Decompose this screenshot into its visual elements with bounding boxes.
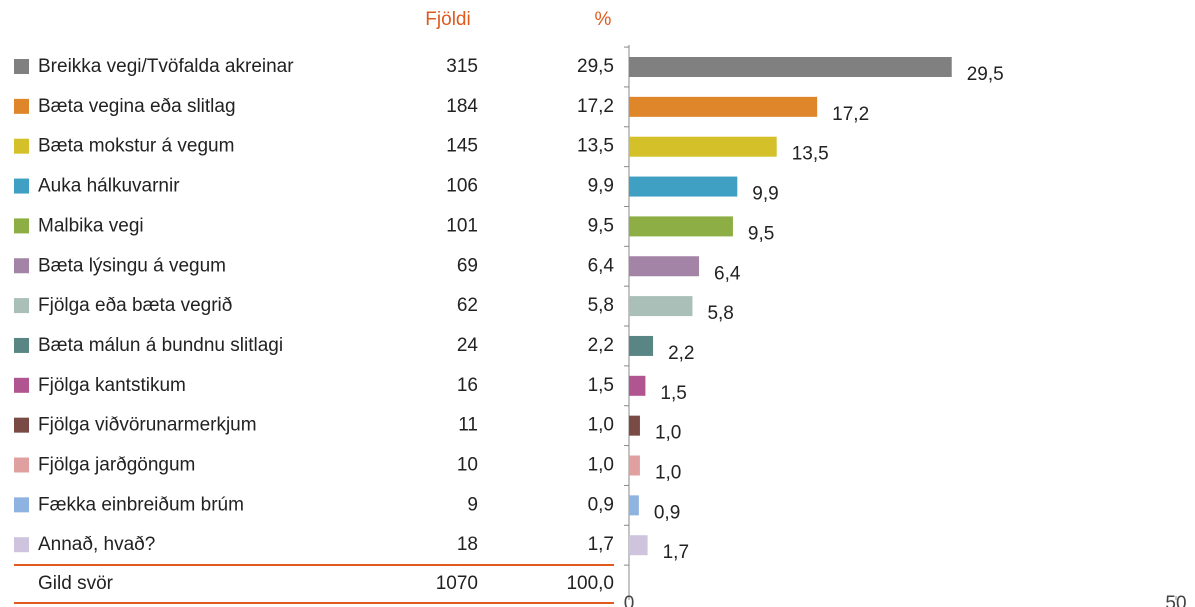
percent: 6,4 bbox=[588, 255, 615, 276]
bar bbox=[629, 495, 639, 516]
legend-swatch bbox=[14, 298, 29, 314]
category-label: Bæta mokstur á vegum bbox=[38, 136, 234, 157]
bar bbox=[629, 256, 700, 277]
bar-value-label: 6,4 bbox=[714, 263, 741, 284]
x-tick-label: 50 bbox=[1165, 593, 1186, 607]
bar-value-label: 1,7 bbox=[663, 542, 689, 563]
bar bbox=[629, 57, 952, 77]
category-label: Bæta málun á bundnu slitlagi bbox=[38, 335, 283, 356]
category-label: Bæta lýsingu á vegum bbox=[38, 255, 226, 276]
column-header: % bbox=[595, 9, 612, 30]
count: 315 bbox=[446, 56, 478, 77]
percent: 2,2 bbox=[588, 335, 614, 356]
count: 9 bbox=[467, 494, 478, 515]
total-percent: 100,0 bbox=[566, 573, 614, 594]
bar bbox=[629, 176, 738, 197]
bar-value-label: 1,0 bbox=[655, 463, 681, 484]
bar bbox=[629, 216, 733, 237]
legend-swatch bbox=[14, 377, 29, 393]
legend-swatch bbox=[14, 417, 29, 433]
percent: 1,5 bbox=[588, 375, 614, 396]
legend-swatch bbox=[14, 218, 29, 234]
count: 62 bbox=[457, 295, 478, 316]
legend-swatch bbox=[14, 497, 29, 513]
count: 10 bbox=[457, 455, 478, 476]
bar-value-label: 1,0 bbox=[655, 423, 681, 444]
count: 101 bbox=[446, 215, 478, 236]
percent: 13,5 bbox=[577, 136, 614, 157]
count: 184 bbox=[446, 96, 478, 117]
bar bbox=[629, 375, 646, 396]
category-label: Fjölga viðvörunarmerkjum bbox=[38, 415, 257, 436]
bar bbox=[629, 335, 654, 356]
legend-swatch bbox=[14, 537, 29, 553]
percent: 1,0 bbox=[588, 415, 614, 436]
category-label: Breikka vegi/Tvöfalda akreinar bbox=[38, 56, 294, 77]
category-label: Fjölga jarðgöngum bbox=[38, 455, 195, 476]
percent: 17,2 bbox=[577, 96, 614, 117]
category-label: Fækka einbreiðum brúm bbox=[38, 494, 244, 515]
x-tick-label: 0 bbox=[624, 593, 635, 607]
bar bbox=[629, 415, 640, 436]
legend-swatch bbox=[14, 59, 29, 74]
percent: 5,8 bbox=[588, 295, 614, 316]
bar-value-label: 2,2 bbox=[668, 343, 694, 364]
percent: 9,5 bbox=[588, 215, 614, 236]
category-label: Malbika vegi bbox=[38, 215, 144, 236]
legend-swatch bbox=[14, 457, 29, 473]
legend-swatch bbox=[14, 98, 29, 114]
count: 106 bbox=[446, 176, 478, 197]
bar bbox=[629, 96, 818, 117]
legend-swatch bbox=[14, 138, 29, 154]
count: 69 bbox=[457, 255, 478, 276]
bar bbox=[629, 455, 640, 476]
bar-value-label: 17,2 bbox=[832, 104, 869, 125]
percent: 1,0 bbox=[588, 455, 614, 476]
category-label: Fjölga eða bæta vegrið bbox=[38, 295, 232, 316]
bar-value-label: 13,5 bbox=[792, 144, 829, 165]
bar-value-label: 29,5 bbox=[967, 64, 1004, 85]
category-label: Bæta vegina eða slitlag bbox=[38, 96, 236, 117]
count: 11 bbox=[458, 415, 478, 436]
percent: 29,5 bbox=[577, 56, 614, 77]
category-label: Annað, hvað? bbox=[38, 534, 155, 555]
bar bbox=[629, 136, 777, 157]
legend-swatch bbox=[14, 337, 29, 353]
percent: 9,9 bbox=[588, 176, 614, 197]
bar-value-label: 9,5 bbox=[748, 223, 774, 244]
bar bbox=[629, 296, 693, 317]
bar-value-label: 0,9 bbox=[654, 502, 680, 523]
column-header: Fjöldi bbox=[425, 9, 470, 30]
legend-swatch bbox=[14, 178, 29, 194]
bar-value-label: 5,8 bbox=[707, 303, 733, 324]
total-count: 1070 bbox=[436, 573, 478, 594]
bar-value-label: 9,9 bbox=[752, 184, 778, 205]
percent: 0,9 bbox=[588, 494, 614, 515]
count: 18 bbox=[457, 534, 478, 555]
count: 16 bbox=[457, 375, 478, 396]
legend-swatch bbox=[14, 258, 29, 274]
bar bbox=[629, 535, 648, 556]
count: 24 bbox=[457, 335, 479, 356]
bar-value-label: 1,5 bbox=[660, 383, 686, 404]
total-label: Gild svör bbox=[38, 573, 114, 594]
category-label: Auka hálkuvarnir bbox=[38, 176, 180, 197]
percent: 1,7 bbox=[588, 534, 614, 555]
category-label: Fjölga kantstikum bbox=[38, 375, 186, 396]
count: 145 bbox=[446, 136, 478, 157]
